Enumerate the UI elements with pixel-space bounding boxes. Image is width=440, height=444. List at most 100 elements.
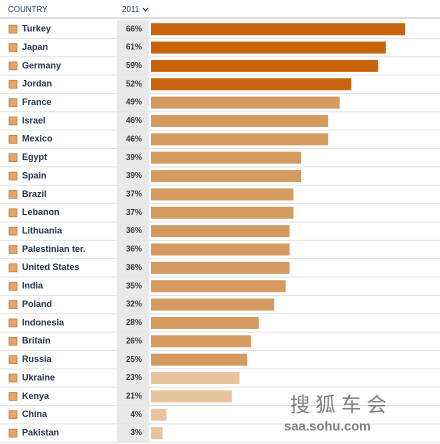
- category-label: Lithuania: [22, 226, 63, 236]
- category-label: Poland: [22, 299, 52, 309]
- bar: [151, 427, 163, 440]
- bar: [151, 353, 248, 366]
- value-label: 4%: [130, 410, 142, 419]
- row-icon: [8, 263, 18, 273]
- value-label: 21%: [126, 391, 142, 400]
- value-cell: [117, 130, 149, 149]
- value-cell: [117, 20, 149, 39]
- bar: [151, 96, 340, 109]
- value-cell: [117, 56, 149, 76]
- value-cell: [117, 93, 149, 112]
- row-icon: [8, 245, 18, 254]
- bar: [151, 298, 275, 311]
- row-icon: [8, 116, 18, 126]
- bar: [151, 280, 286, 293]
- bar: [151, 59, 379, 72]
- value-cell: [117, 423, 149, 443]
- row-icon: [8, 373, 18, 383]
- value-cell: [117, 332, 149, 351]
- row-icon: [8, 336, 18, 346]
- value-label: 32%: [126, 300, 142, 309]
- value-cell: [117, 203, 149, 222]
- value-label: 36%: [126, 245, 142, 254]
- value-label: 28%: [126, 318, 142, 327]
- bar: [151, 206, 294, 219]
- category-label: Indonesia: [22, 317, 65, 327]
- bar: [151, 41, 386, 54]
- row-icon: [8, 171, 18, 181]
- category-label: India: [22, 281, 44, 291]
- value-label: 39%: [126, 171, 142, 180]
- row-icon: [8, 79, 18, 89]
- row-icon: [8, 61, 18, 71]
- value-label: 36%: [126, 226, 142, 235]
- bar: [151, 151, 302, 164]
- value-label: 66%: [126, 24, 142, 33]
- row-icon: [8, 300, 18, 309]
- bar: [151, 78, 352, 91]
- category-label: United States: [22, 262, 80, 272]
- row-icon: [8, 226, 18, 236]
- value-label: 35%: [126, 281, 142, 290]
- value-cell: [117, 221, 149, 241]
- row-icon: [8, 190, 18, 199]
- row-icon: [8, 318, 18, 328]
- value-cell: [117, 75, 149, 94]
- value-label: 23%: [126, 373, 142, 382]
- value-label: 52%: [126, 79, 142, 88]
- value-cell: [117, 405, 149, 424]
- row-icon: [8, 355, 18, 364]
- bar: [151, 261, 290, 274]
- category-label: Germany: [22, 60, 61, 70]
- category-label: Japan: [22, 42, 48, 52]
- category-label: France: [22, 97, 52, 107]
- watermark-brand: 搜 狐 车 会: [290, 393, 387, 416]
- bar: [151, 225, 290, 238]
- row-icon: [8, 392, 18, 401]
- category-label: Spain: [22, 170, 47, 180]
- row-icon: [8, 208, 18, 218]
- bar: [151, 114, 329, 127]
- bar: [151, 133, 329, 146]
- bar: [151, 188, 294, 201]
- value-label: 46%: [126, 116, 142, 125]
- value-label: 39%: [126, 153, 142, 162]
- category-label: Lebanon: [22, 207, 60, 217]
- sort-arrow[interactable]: [142, 7, 149, 12]
- value-cell: [117, 258, 149, 278]
- value-cell: [117, 368, 149, 388]
- value-header[interactable]: 2011: [122, 5, 140, 14]
- value-cell: [117, 111, 149, 131]
- category-label: China: [22, 409, 48, 419]
- row-icon: [8, 135, 18, 144]
- value-cell: [117, 295, 149, 314]
- watermark-url: saa.sohu.com: [284, 418, 371, 433]
- row-icon: [8, 428, 18, 438]
- value-cell: [117, 313, 149, 333]
- category-label: Israel: [22, 115, 46, 125]
- category-header: COUNTRY: [8, 5, 48, 14]
- bar: [151, 390, 232, 403]
- row-icon: [8, 410, 18, 420]
- value-cell: [117, 148, 149, 167]
- category-label: Ukraine: [22, 372, 55, 382]
- row-icon: [8, 153, 18, 162]
- bar: [151, 335, 252, 348]
- value-label: 37%: [126, 190, 142, 199]
- row-icon: [8, 24, 18, 34]
- category-label: Brazil: [22, 189, 47, 199]
- category-label: Turkey: [22, 24, 51, 34]
- value-label: 46%: [126, 134, 142, 143]
- category-label: Palestinian ter.: [22, 244, 86, 254]
- category-label: Pakistan: [22, 427, 59, 437]
- value-label: 26%: [126, 336, 142, 345]
- value-label: 37%: [126, 208, 142, 217]
- value-cell: [117, 185, 149, 204]
- category-label: Russia: [22, 354, 53, 364]
- value-cell: [117, 166, 149, 186]
- category-label: Egypt: [22, 152, 47, 162]
- value-label: 61%: [126, 43, 142, 52]
- value-cell: [117, 38, 149, 57]
- value-cell: [117, 350, 149, 369]
